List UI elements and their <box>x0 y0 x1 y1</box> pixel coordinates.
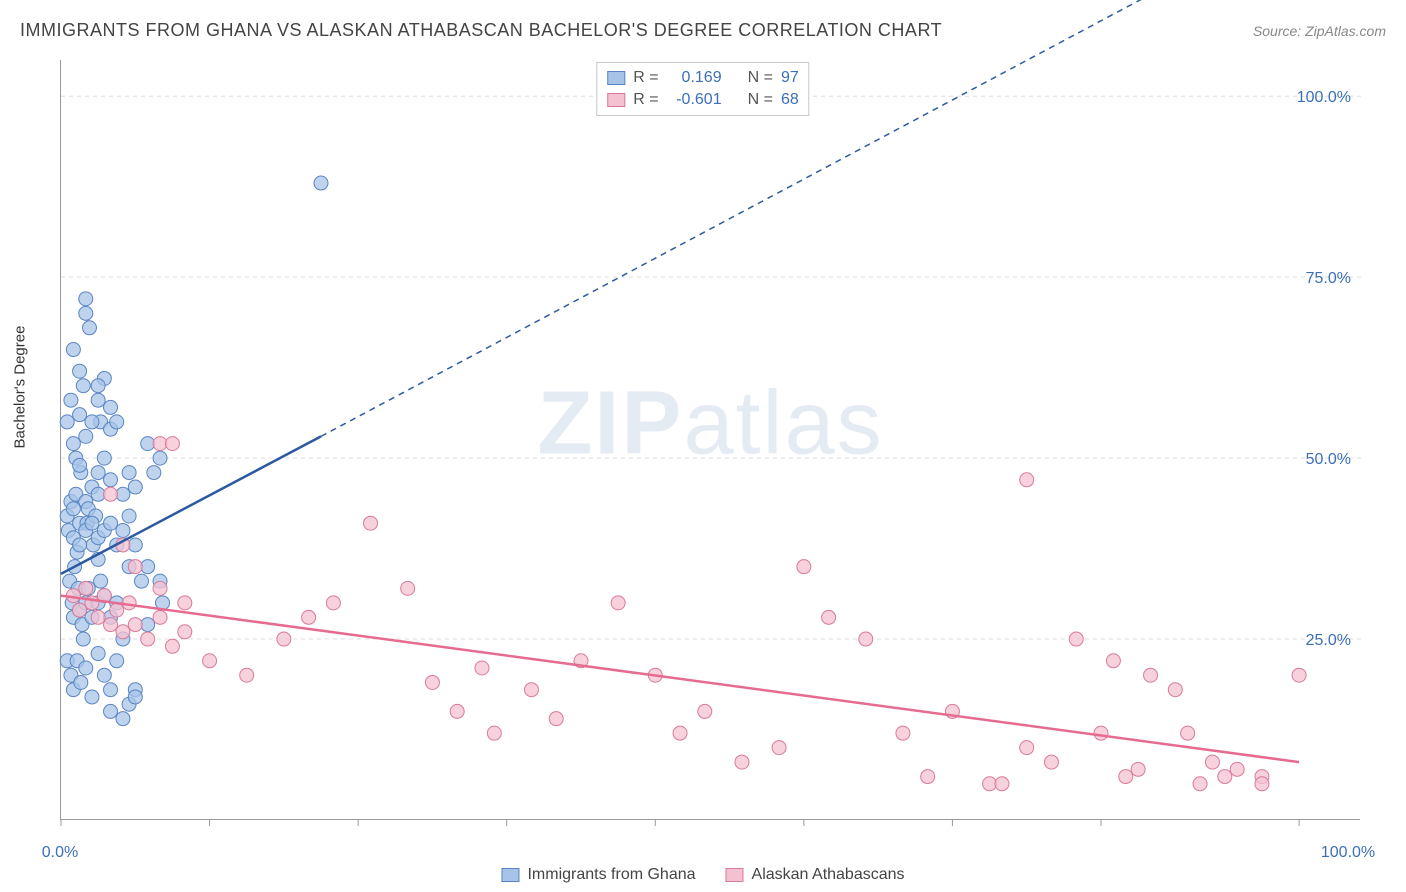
title-bar: IMMIGRANTS FROM GHANA VS ALASKAN ATHABAS… <box>20 20 1386 41</box>
chart-title: IMMIGRANTS FROM GHANA VS ALASKAN ATHABAS… <box>20 20 942 41</box>
swatch-series-2b <box>726 868 744 882</box>
swatch-series-1b <box>501 868 519 882</box>
legend-n-label: N = <box>748 69 773 87</box>
swatch-series-2 <box>607 93 625 107</box>
legend-bottom-item-1: Immigrants from Ghana <box>501 866 695 884</box>
legend-r-value-2: -0.601 <box>667 91 722 109</box>
legend-r-label: R = <box>633 91 658 109</box>
y-axis-label: Bachelor's Degree <box>12 326 29 449</box>
swatch-series-1 <box>607 71 625 85</box>
svg-text:50.0%: 50.0% <box>1306 451 1351 468</box>
plot-area: ZIPatlas 25.0%50.0%75.0%100.0% <box>60 60 1360 820</box>
source-label: Source: ZipAtlas.com <box>1253 23 1386 39</box>
legend-r-label: R = <box>633 69 658 87</box>
legend-bottom-label-1: Immigrants from Ghana <box>527 866 695 884</box>
legend-bottom-label-2: Alaskan Athabascans <box>752 866 905 884</box>
legend-bottom: Immigrants from Ghana Alaskan Athabascan… <box>501 866 904 884</box>
x-tick-label-right: 100.0% <box>1321 844 1375 862</box>
svg-text:25.0%: 25.0% <box>1306 632 1351 649</box>
legend-bottom-item-2: Alaskan Athabascans <box>726 866 905 884</box>
legend-n-value-2: 68 <box>781 91 799 109</box>
chart-svg: 25.0% 50.0% 75.0% 100.0% <box>61 60 1360 819</box>
legend-r-value-1: 0.169 <box>667 69 722 87</box>
legend-n-label: N = <box>748 91 773 109</box>
legend-top-row-1: R = 0.169 N = 97 <box>607 67 798 89</box>
legend-top-row-2: R = -0.601 N = 68 <box>607 89 798 111</box>
legend-top: R = 0.169 N = 97 R = -0.601 N = 68 <box>596 62 809 116</box>
legend-n-value-1: 97 <box>781 69 799 87</box>
svg-text:100.0%: 100.0% <box>1297 89 1351 106</box>
x-tick-label-left: 0.0% <box>42 844 78 862</box>
svg-text:75.0%: 75.0% <box>1306 270 1351 287</box>
